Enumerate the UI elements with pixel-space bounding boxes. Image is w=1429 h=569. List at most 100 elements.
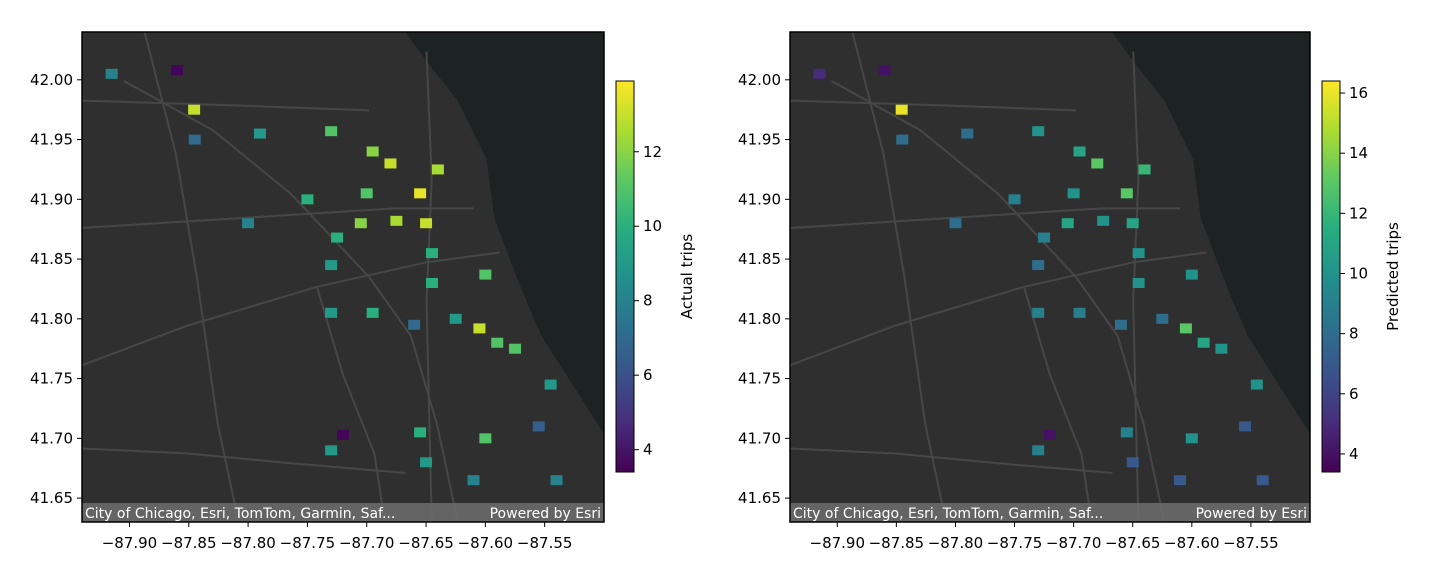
lake-michigan (405, 32, 604, 434)
colorbar-tick-label: 10 (643, 217, 662, 235)
actual-trips-map-panel: City of Chicago, Esri, TomTom, Garmin, S… (30, 31, 696, 552)
community-area (1032, 260, 1045, 271)
colorbar-tick-label: 4 (1349, 445, 1359, 463)
community-area (1126, 218, 1139, 229)
community-area (390, 215, 403, 226)
y-tick-label: 41.70 (30, 429, 73, 447)
attribution-bar (790, 503, 1310, 522)
y-tick-label: 41.80 (738, 310, 781, 328)
basemap-road (143, 32, 240, 522)
basemap-credit: Powered by Esri (1196, 506, 1307, 522)
basemap-credit: Powered by Esri (490, 506, 601, 522)
community-area (325, 307, 338, 318)
lake-michigan (1112, 32, 1310, 434)
community-area (550, 475, 563, 486)
community-area (325, 260, 338, 271)
community-area (384, 158, 397, 169)
y-tick-label: 41.80 (30, 310, 73, 328)
community-area (491, 337, 504, 348)
community-area (896, 134, 909, 145)
colorbar-label: Predicted trips (1384, 222, 1402, 331)
colorbar-tick-label: 12 (1349, 204, 1368, 222)
basemap-road (790, 447, 1113, 474)
basemap-road (790, 207, 1180, 229)
basemap-road (315, 286, 386, 522)
x-tick-label: −87.65 (398, 534, 454, 552)
colorbar-tick-label: 12 (643, 143, 662, 161)
basemap-road (1132, 51, 1140, 522)
community-area (1114, 319, 1127, 330)
y-tick-label: 41.70 (738, 429, 781, 447)
community-area (170, 65, 183, 76)
community-area (1120, 188, 1133, 199)
community-area (1138, 164, 1151, 175)
basemap-road (790, 251, 1207, 367)
community-area (1250, 379, 1263, 390)
community-area (813, 68, 826, 79)
community-area (360, 188, 373, 199)
colorbar-tick-label: 10 (1349, 264, 1368, 282)
basemap-road (1023, 286, 1093, 522)
y-tick-label: 41.75 (738, 370, 781, 388)
basemap-road (851, 32, 947, 522)
community-area (105, 68, 118, 79)
colorbar (1321, 80, 1341, 473)
community-area (366, 307, 379, 318)
community-area (331, 232, 344, 243)
community-area (1061, 218, 1074, 229)
community-area (414, 188, 427, 199)
basemap-road (82, 207, 474, 229)
community-area (1185, 433, 1198, 444)
community-area (301, 194, 314, 205)
colorbar-tick-label: 4 (643, 441, 653, 459)
x-tick-label: −87.85 (161, 534, 217, 552)
x-tick-label: −87.80 (220, 534, 276, 552)
basemap-road (82, 99, 370, 112)
community-area (242, 218, 255, 229)
community-area (1179, 323, 1192, 334)
y-tick-label: 41.85 (30, 250, 73, 268)
community-area (325, 126, 338, 137)
colorbar-tick-label: 6 (1349, 385, 1359, 403)
x-tick-label: −87.80 (928, 534, 984, 552)
basemap-attribution: City of Chicago, Esri, TomTom, Garmin, S… (85, 506, 395, 522)
x-tick-label: −87.60 (458, 534, 514, 552)
community-area (420, 218, 433, 229)
community-area (337, 429, 349, 440)
basemap-attribution: City of Chicago, Esri, TomTom, Garmin, S… (793, 506, 1103, 522)
basemap-road (123, 80, 459, 522)
community-area (479, 433, 492, 444)
community-area (1091, 158, 1104, 169)
x-tick-label: −87.70 (1046, 534, 1102, 552)
colorbar-tick-label: 14 (1349, 144, 1368, 162)
basemap-road (82, 447, 406, 474)
community-area (1097, 215, 1110, 226)
community-area (1032, 445, 1045, 456)
community-area (449, 313, 462, 324)
community-area (354, 218, 367, 229)
x-tick-label: −87.90 (810, 534, 866, 552)
x-tick-label: −87.75 (987, 534, 1043, 552)
predicted-trips-map-panel: City of Chicago, Esri, TomTom, Garmin, S… (738, 31, 1402, 552)
community-area (544, 379, 557, 390)
community-area (188, 104, 201, 115)
community-area (1156, 313, 1169, 324)
colorbar-tick-label: 6 (643, 366, 653, 384)
colorbar (615, 80, 635, 473)
community-area (366, 146, 379, 157)
community-area (1038, 232, 1051, 243)
community-area (1132, 277, 1145, 288)
community-area (509, 343, 522, 354)
x-tick-label: −87.65 (1105, 534, 1161, 552)
attribution-bar (82, 503, 604, 522)
x-tick-label: −87.70 (339, 534, 395, 552)
community-area (1239, 421, 1251, 432)
colorbar-tick-label: 8 (1349, 325, 1359, 343)
community-area (253, 128, 266, 139)
x-tick-label: −87.55 (517, 534, 573, 552)
y-tick-label: 41.95 (738, 131, 781, 149)
x-tick-label: −87.90 (102, 534, 158, 552)
community-area (532, 421, 545, 432)
y-tick-label: 41.75 (30, 370, 73, 388)
basemap (790, 32, 1310, 522)
